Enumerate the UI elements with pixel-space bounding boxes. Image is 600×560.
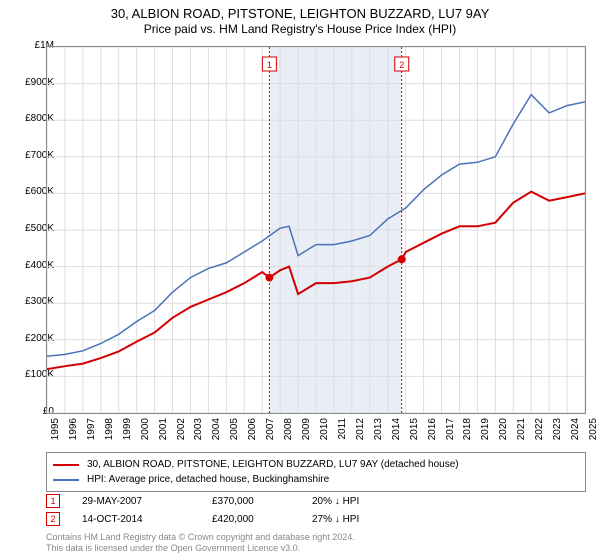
x-tick-label: 2024 xyxy=(570,418,581,448)
legend-label-hpi: HPI: Average price, detached house, Buck… xyxy=(87,474,329,485)
x-tick-label: 2019 xyxy=(480,418,491,448)
marker-row-1: 1 29-MAY-2007 £370,000 20% ↓ HPI xyxy=(46,492,586,510)
x-tick-label: 2010 xyxy=(319,418,330,448)
x-tick-label: 1999 xyxy=(122,418,133,448)
x-tick-label: 2022 xyxy=(534,418,545,448)
x-tick-label: 1996 xyxy=(68,418,79,448)
x-tick-label: 2004 xyxy=(211,418,222,448)
x-tick-label: 2025 xyxy=(588,418,599,448)
marker-date-2: 14-OCT-2014 xyxy=(82,514,212,525)
x-tick-label: 2012 xyxy=(355,418,366,448)
marker-date-1: 29-MAY-2007 xyxy=(82,496,212,507)
marker-badge-1: 1 xyxy=(46,494,60,508)
page-container: 30, ALBION ROAD, PITSTONE, LEIGHTON BUZZ… xyxy=(0,0,600,560)
x-tick-label: 2020 xyxy=(498,418,509,448)
marker-diff-2: 27% ↓ HPI xyxy=(312,514,412,525)
x-tick-label: 2002 xyxy=(176,418,187,448)
footer-line2: This data is licensed under the Open Gov… xyxy=(46,543,355,554)
x-tick-label: 2001 xyxy=(158,418,169,448)
title-main: 30, ALBION ROAD, PITSTONE, LEIGHTON BUZZ… xyxy=(0,6,600,22)
x-tick-label: 2023 xyxy=(552,418,563,448)
marker-badge-2: 2 xyxy=(46,512,60,526)
marker-badge-1-num: 1 xyxy=(50,496,55,506)
x-tick-label: 2014 xyxy=(391,418,402,448)
marker-badge-2-num: 2 xyxy=(50,514,55,524)
legend-swatch-property xyxy=(53,464,79,466)
x-tick-label: 2018 xyxy=(462,418,473,448)
footer: Contains HM Land Registry data © Crown c… xyxy=(46,532,355,554)
chart-svg: 12 xyxy=(47,47,585,413)
x-tick-label: 2015 xyxy=(409,418,420,448)
x-tick-label: 1997 xyxy=(86,418,97,448)
marker-table: 1 29-MAY-2007 £370,000 20% ↓ HPI 2 14-OC… xyxy=(46,492,586,528)
marker-price-1: £370,000 xyxy=(212,496,312,507)
x-tick-label: 2009 xyxy=(301,418,312,448)
legend-row-property: 30, ALBION ROAD, PITSTONE, LEIGHTON BUZZ… xyxy=(53,457,579,472)
x-tick-label: 2013 xyxy=(373,418,384,448)
x-tick-label: 2008 xyxy=(283,418,294,448)
marker-price-2: £420,000 xyxy=(212,514,312,525)
title-sub: Price paid vs. HM Land Registry's House … xyxy=(0,22,600,37)
x-tick-label: 1998 xyxy=(104,418,115,448)
x-tick-label: 2016 xyxy=(427,418,438,448)
marker-diff-1: 20% ↓ HPI xyxy=(312,496,412,507)
chart-area: 12 xyxy=(46,46,586,414)
x-tick-label: 2011 xyxy=(337,418,348,448)
x-tick-label: 2005 xyxy=(229,418,240,448)
x-tick-label: 2003 xyxy=(193,418,204,448)
x-tick-label: 1995 xyxy=(50,418,61,448)
x-tick-label: 2000 xyxy=(140,418,151,448)
title-block: 30, ALBION ROAD, PITSTONE, LEIGHTON BUZZ… xyxy=(0,0,600,37)
legend-box: 30, ALBION ROAD, PITSTONE, LEIGHTON BUZZ… xyxy=(46,452,586,492)
x-tick-label: 2007 xyxy=(265,418,276,448)
marker-row-2: 2 14-OCT-2014 £420,000 27% ↓ HPI xyxy=(46,510,586,528)
x-tick-label: 2017 xyxy=(445,418,456,448)
svg-text:1: 1 xyxy=(267,60,272,70)
svg-text:2: 2 xyxy=(399,60,404,70)
x-tick-label: 2021 xyxy=(516,418,527,448)
legend-row-hpi: HPI: Average price, detached house, Buck… xyxy=(53,472,579,487)
legend-label-property: 30, ALBION ROAD, PITSTONE, LEIGHTON BUZZ… xyxy=(87,459,459,470)
footer-line1: Contains HM Land Registry data © Crown c… xyxy=(46,532,355,543)
legend-swatch-hpi xyxy=(53,479,79,481)
x-tick-label: 2006 xyxy=(247,418,258,448)
